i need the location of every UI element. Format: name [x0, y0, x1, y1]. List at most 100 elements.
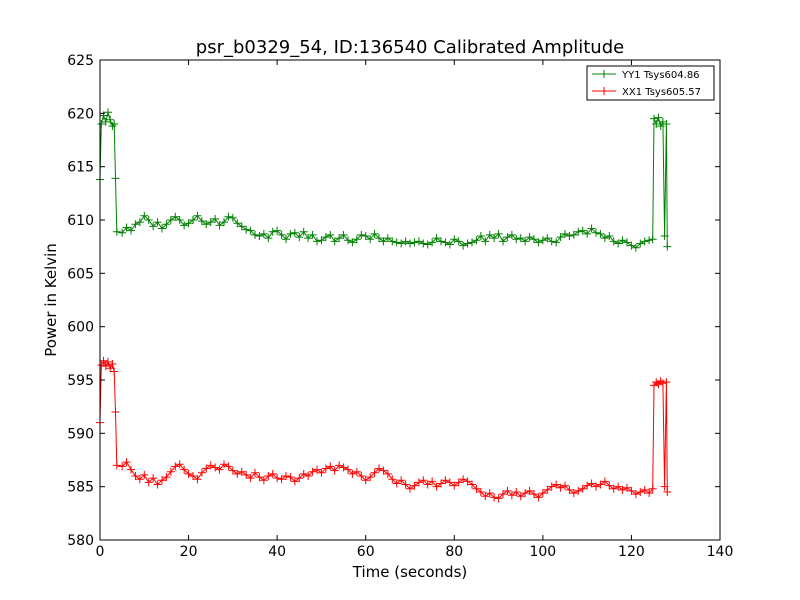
y-tick-label: 625 — [67, 53, 94, 69]
data-point — [237, 467, 246, 476]
data-point — [397, 476, 406, 485]
x-tick-label: 140 — [707, 544, 734, 560]
data-point — [111, 174, 120, 183]
data-point — [600, 234, 609, 243]
data-point — [645, 489, 654, 498]
data-point — [556, 483, 565, 492]
data-point — [112, 227, 121, 236]
legend-marker — [600, 70, 608, 78]
data-point — [547, 237, 556, 246]
data-point — [251, 468, 259, 477]
data-point — [463, 239, 472, 248]
data-point — [228, 466, 237, 475]
data-point — [313, 237, 321, 246]
data-point — [357, 472, 366, 480]
data-point — [282, 235, 290, 244]
data-point — [339, 463, 348, 472]
data-point — [658, 379, 667, 388]
data-point — [652, 120, 661, 128]
data-point — [171, 212, 180, 221]
data-point — [375, 234, 383, 243]
data-point — [476, 488, 485, 496]
x-tick-label: 80 — [445, 544, 463, 560]
data-point — [268, 469, 277, 478]
data-point — [127, 465, 135, 474]
data-point — [339, 230, 348, 239]
data-point — [578, 226, 587, 235]
data-point — [636, 488, 645, 496]
data-point — [605, 481, 614, 490]
data-point — [525, 233, 534, 242]
data-point — [432, 234, 441, 243]
data-point — [118, 462, 127, 471]
data-point — [454, 478, 463, 487]
data-point — [321, 233, 330, 242]
data-point — [521, 489, 530, 498]
data-point — [103, 108, 112, 117]
data-point — [228, 213, 237, 222]
data-point — [299, 469, 308, 478]
y-tick-label: 590 — [67, 426, 94, 442]
data-point — [308, 467, 317, 476]
data-point — [645, 236, 654, 245]
data-point — [468, 238, 476, 247]
legend-marker — [600, 87, 608, 95]
data-point — [180, 465, 189, 474]
data-point — [379, 237, 388, 246]
data-point — [108, 122, 117, 131]
data-point — [379, 466, 388, 475]
data-point — [494, 494, 503, 503]
x-tick-label: 60 — [357, 544, 375, 560]
data-point — [131, 472, 140, 480]
data-point — [530, 490, 538, 499]
data-point — [414, 237, 423, 246]
data-point — [295, 233, 304, 242]
data-point — [220, 460, 228, 469]
data-point — [106, 364, 115, 373]
legend-item-1: XX1 Tsys605.57 — [592, 87, 701, 98]
data-point — [357, 230, 366, 239]
tick-layer: 0 20 40 60 80 100 120 140 580 585 590 595 600 605 610 6… — [67, 53, 733, 560]
data-point — [472, 236, 481, 245]
data-point — [348, 469, 357, 478]
data-point — [215, 465, 224, 474]
legend-label: XX1 Tsys605.57 — [622, 87, 701, 98]
y-tick-label: 620 — [67, 106, 94, 122]
data-point — [485, 489, 494, 498]
data-point — [623, 238, 631, 247]
data-point — [419, 476, 428, 485]
legend-box — [586, 65, 715, 101]
data-point — [122, 223, 131, 232]
data-point — [135, 218, 144, 227]
series-0 — [96, 108, 672, 252]
data-point — [259, 229, 268, 238]
data-point — [565, 485, 574, 494]
data-point — [481, 492, 490, 501]
data-point — [103, 357, 112, 366]
plot-frame — [99, 59, 721, 541]
data-point — [663, 242, 672, 251]
data-point — [246, 474, 255, 483]
data-point — [99, 111, 108, 120]
data-point — [648, 235, 657, 244]
data-point — [660, 232, 669, 240]
data-point — [538, 236, 547, 245]
data-point — [202, 220, 211, 229]
data-point — [450, 481, 459, 490]
data-point — [277, 475, 286, 484]
data-point — [149, 222, 158, 231]
data-point — [330, 466, 339, 475]
data-point — [370, 229, 379, 238]
data-point — [101, 362, 110, 371]
data-point — [472, 484, 481, 493]
data-point — [485, 230, 494, 239]
data-point — [507, 491, 516, 500]
legend-label: YY1 Tsys604.86 — [621, 70, 700, 81]
data-point — [317, 236, 326, 245]
data-point — [110, 120, 119, 128]
data-point — [663, 488, 672, 496]
data-point — [101, 117, 110, 126]
data-point — [561, 481, 569, 490]
data-point — [206, 218, 215, 227]
data-point — [423, 480, 432, 489]
